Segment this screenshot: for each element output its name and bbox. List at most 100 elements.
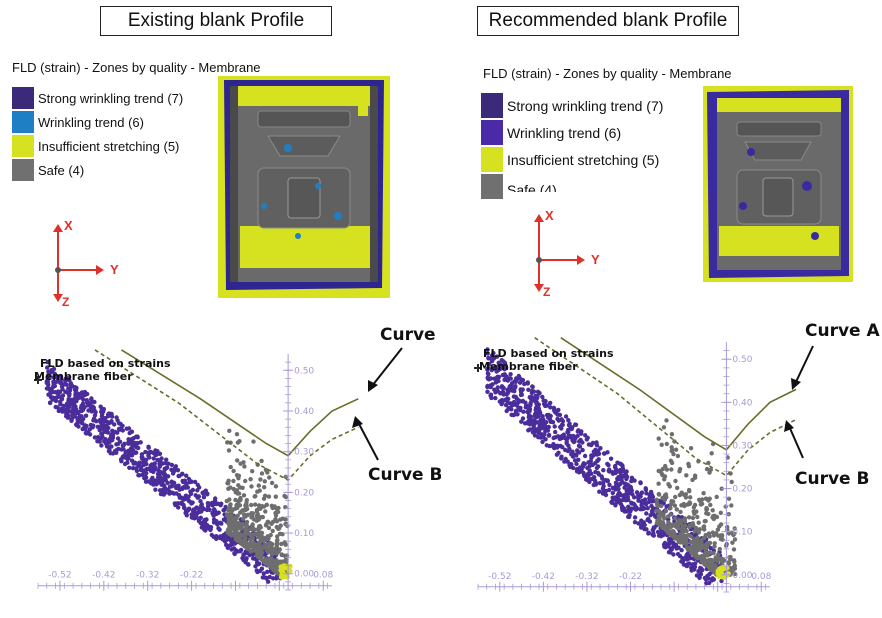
scatter-point <box>504 365 509 370</box>
scatter-point <box>151 456 156 461</box>
curve-b-arrow <box>784 420 804 459</box>
scatter-point <box>202 526 207 531</box>
scatter-point <box>82 405 87 410</box>
scatter-point <box>683 492 689 497</box>
scatter-point <box>632 502 637 508</box>
recommended-profile-panel: Recommended blank Profile FLD (strain) -… <box>441 0 882 618</box>
scatter-point <box>232 521 238 526</box>
scatter-point <box>265 534 270 539</box>
scatter-point <box>522 381 527 387</box>
scatter-point <box>99 431 105 436</box>
scatter-point <box>160 481 165 487</box>
scatter-point <box>543 428 548 434</box>
scatter-point <box>79 390 85 395</box>
y-tick-label: 0.20 <box>732 485 752 495</box>
scatter-point <box>67 378 72 383</box>
scatter-point <box>261 571 266 576</box>
scatter-point <box>493 380 499 385</box>
scatter-point <box>253 502 258 507</box>
scatter-point <box>586 460 591 465</box>
scatter-point <box>662 474 668 479</box>
scatter-point <box>193 493 198 498</box>
scatter-point <box>661 425 667 430</box>
scatter-point <box>115 430 120 435</box>
scatter-point <box>547 443 552 449</box>
scatter-point <box>626 514 631 519</box>
scatter-point <box>64 403 69 408</box>
scatter-point <box>691 505 697 510</box>
scatter-point <box>680 523 685 529</box>
scatter-point <box>662 516 667 521</box>
scatter-point <box>272 546 278 552</box>
scatter-point <box>610 495 615 500</box>
scatter-point <box>194 515 199 520</box>
scatter-point <box>274 551 279 556</box>
scatter-point <box>213 496 218 501</box>
scatter-point <box>710 508 715 513</box>
scatter-point <box>53 398 59 404</box>
scatter-point <box>656 468 661 474</box>
scatter-point <box>226 448 232 453</box>
scatter-point <box>490 356 495 361</box>
scatter-point <box>701 535 707 541</box>
scatter-point <box>601 468 606 473</box>
x-tick-label: 0.08 <box>313 571 333 581</box>
scatter-point <box>279 552 285 557</box>
scatter-point <box>668 505 673 511</box>
scatter-point <box>504 392 509 397</box>
scatter-point <box>235 538 240 543</box>
scatter-point <box>110 435 116 440</box>
scatter-point <box>234 502 239 508</box>
scatter-point <box>607 467 612 472</box>
scatter-point <box>248 548 253 554</box>
scatter-point <box>729 479 734 485</box>
scatter-point <box>234 432 240 437</box>
curve-b-label: Curve B <box>368 465 441 485</box>
scatter-point <box>134 450 139 455</box>
scatter-point <box>250 532 255 537</box>
scatter-point <box>656 436 661 441</box>
scatter-point <box>244 500 249 506</box>
scatter-point <box>249 502 254 508</box>
scatter-point <box>279 541 284 547</box>
scatter-point <box>632 515 638 520</box>
scatter-point <box>668 546 673 551</box>
scatter-point <box>275 564 280 570</box>
axis-y-label: Y <box>110 262 119 277</box>
scatter-point <box>74 398 79 404</box>
scatter-point <box>262 493 268 498</box>
scatter-point <box>642 526 647 532</box>
scatter-point <box>698 502 704 507</box>
scatter-point <box>58 373 63 379</box>
scatter-point <box>120 428 126 433</box>
blank-part-map <box>218 76 390 298</box>
scatter-point <box>687 523 693 528</box>
scatter-point <box>538 418 543 424</box>
scatter-point <box>663 508 669 514</box>
scatter-point <box>693 525 699 531</box>
scatter-point <box>543 399 548 404</box>
scatter-point <box>222 539 228 544</box>
scatter-point <box>87 432 93 437</box>
scatter-point <box>610 470 615 475</box>
scatter-point <box>163 460 168 466</box>
scatter-point <box>211 502 217 507</box>
scatter-point <box>698 547 703 552</box>
scatter-point <box>232 551 237 557</box>
scatter-point <box>87 427 93 432</box>
scatter-point <box>709 560 714 566</box>
scatter-point <box>626 504 631 509</box>
scatter-point <box>709 451 714 456</box>
scatter-point <box>529 420 535 426</box>
scatter-point <box>553 429 558 435</box>
scatter-point <box>589 453 594 458</box>
scatter-point <box>485 351 490 356</box>
scatter-point <box>272 504 277 509</box>
scatter-point <box>709 578 715 583</box>
legend-title: FLD (strain) - Zones by quality - Membra… <box>12 60 261 75</box>
y-tick-label: 0.00 <box>732 571 752 581</box>
scatter-point <box>620 493 625 498</box>
scatter-point <box>659 471 665 477</box>
scatter-point <box>250 469 255 474</box>
scatter-point <box>555 412 560 417</box>
